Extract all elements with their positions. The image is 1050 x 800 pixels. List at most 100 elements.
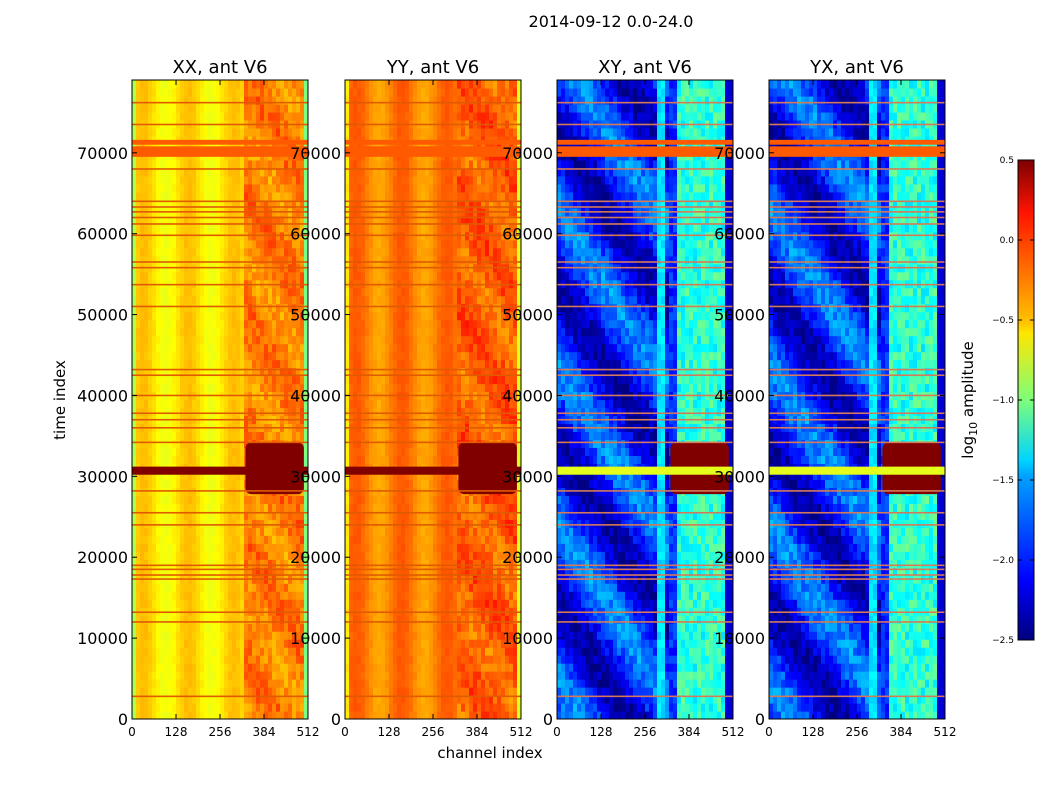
heatmap-cell [413,511,418,520]
heatmap-cell [357,591,362,600]
heatmap-cell [156,183,161,193]
heatmap-cell [152,335,157,345]
heatmap-cell [256,407,261,417]
heatmap-cell [288,319,293,329]
heatmap-cell [349,167,354,177]
heatmap-cell [192,255,197,265]
heatmap-cell [216,583,221,592]
heatmap-cell [268,87,273,97]
heatmap-cell [268,671,273,680]
heatmap-cell [144,447,149,457]
heatmap-cell [232,663,237,672]
heatmap-cell [164,167,169,177]
heatmap-cell [180,343,185,353]
heatmap-cell [345,511,350,520]
heatmap-cell [296,183,301,193]
heatmap-cell [296,167,301,177]
heatmap-cell [373,431,378,441]
heatmap-cell [276,183,281,193]
flagged-row [132,427,308,429]
heatmap-cell [272,519,277,528]
heatmap-cell [377,567,382,576]
heatmap-cell [292,80,297,89]
heatmap-cell [284,335,289,345]
heatmap-cell [413,679,418,688]
heatmap-cell [304,239,308,249]
heatmap-cell [373,303,378,313]
heatmap-cell [409,703,414,712]
heatmap-cell [369,687,374,696]
heatmap-cell [244,711,249,719]
heatmap-cell [304,335,308,345]
heatmap-cell [397,103,402,113]
heatmap-cell [401,599,406,608]
heatmap-cell [373,439,378,449]
heatmap-cell [196,455,201,464]
heatmap-cell [373,639,378,648]
heatmap-cell [232,567,237,576]
heatmap-cell [240,271,245,281]
heatmap-cell [196,80,201,89]
heatmap-cell [397,551,402,560]
heatmap-cell [397,671,402,680]
heatmap-cell [148,511,153,520]
heatmap-cell [184,671,189,680]
heatmap-cell [373,591,378,600]
heatmap-cell [156,103,161,113]
heatmap-cell [168,351,173,361]
heatmap-cell [300,687,305,696]
heatmap-cell [236,495,241,504]
heatmap-cell [228,711,233,719]
heatmap-cell [132,167,137,177]
panels: XX, ant V6010000200003000040000500006000… [77,57,956,739]
heatmap-cell [228,247,233,257]
heatmap-cell [184,167,189,177]
heatmap-cell [292,335,297,345]
heatmap-cell [148,503,153,512]
heatmap-cell [200,655,205,664]
heatmap-cell [288,615,293,624]
heatmap-cell [216,551,221,560]
heatmap-cell [172,711,177,719]
heatmap-cell [393,239,398,249]
heatmap-cell [369,647,374,656]
heatmap-cell [288,679,293,688]
heatmap-cell [409,127,414,137]
heatmap-cell [232,551,237,560]
heatmap-cell [232,87,237,97]
heatmap-cell [172,439,177,449]
heatmap-cell [345,631,350,640]
heatmap-cell [232,335,237,345]
heatmap-cell [208,247,213,257]
heatmap-cell [369,359,374,369]
heatmap-cell [280,623,285,632]
heatmap-cell [244,271,249,281]
heatmap-cell [381,551,386,560]
heatmap-cell [397,431,402,441]
heatmap-cell [144,407,149,417]
heatmap-cell [296,319,301,329]
heatmap-cell [208,127,213,137]
heatmap-cell [268,655,273,664]
heatmap-cell [268,127,273,137]
heatmap-cell [160,655,165,664]
heatmap-cell [393,359,398,369]
heatmap-cell [405,223,410,233]
heatmap-cell [180,567,185,576]
heatmap-cell [180,519,185,528]
heatmap-cell [381,303,386,313]
heatmap-cell [244,679,249,688]
heatmap-cell [196,87,201,97]
heatmap-cell [132,431,137,441]
heatmap-cell [397,447,402,457]
heatmap-cell [260,199,265,209]
heatmap-cell [148,479,153,488]
heatmap-cell [409,103,414,113]
heatmap-cell [132,655,137,664]
heatmap-cell [393,583,398,592]
heatmap-cell [180,447,185,457]
heatmap-cell [365,239,370,249]
heatmap-cell [381,655,386,664]
heatmap-cell [276,623,281,632]
heatmap-cell [248,399,253,409]
